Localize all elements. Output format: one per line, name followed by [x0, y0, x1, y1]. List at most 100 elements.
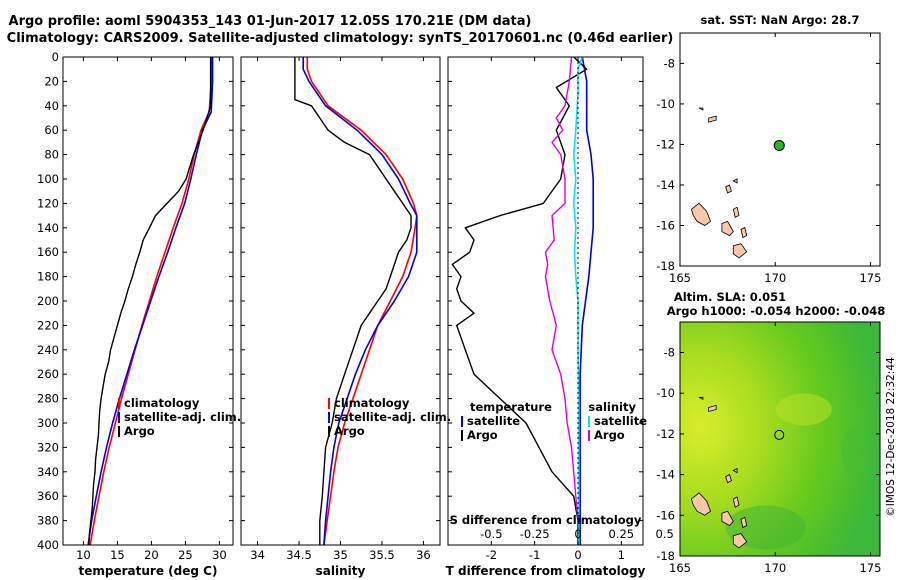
y-tick-label: -18 — [656, 259, 675, 273]
x-tick-label: 0 — [574, 548, 581, 562]
x-tick-label: 36 — [416, 548, 431, 562]
y-tick-label: 300 — [37, 416, 59, 430]
y-tick-label: 160 — [37, 245, 59, 259]
secondary-x-tick-label: 0.5 — [656, 527, 674, 541]
x-tick-label: 30 — [212, 548, 227, 562]
x-tick-label: 165 — [669, 271, 691, 285]
island-landmass — [725, 474, 732, 484]
secondary-x-tick-label: 0 — [574, 527, 581, 541]
sla-map-panel: 165 170 175 -8 -10 -12 -14 -16 -18 Altim. SLA: 0.… — [656, 290, 885, 575]
y-tick-label: 240 — [37, 343, 59, 357]
y-tick-label: 320 — [37, 440, 59, 454]
y-tick-label: -14 — [656, 468, 675, 482]
copyright-watermark: ©IMOS 12-Dec-2018 22:32:44 — [885, 357, 897, 517]
x-axis-label: temperature (deg C) — [79, 564, 218, 578]
y-tick-label: -16 — [656, 508, 675, 522]
secondary-x-tick-label: 0.25 — [609, 527, 635, 541]
map-frame — [679, 321, 881, 557]
island-landmass — [740, 226, 748, 239]
legend-item: Argo — [594, 428, 625, 442]
series-line-s-argo — [544, 56, 579, 521]
x-axis-label: salinity — [316, 564, 366, 578]
island-landmass — [732, 496, 740, 508]
island-landmass — [708, 404, 717, 413]
y-tick-label: -12 — [656, 427, 675, 441]
map-title: Altim. SLA: 0.051 — [674, 290, 786, 304]
argo-float-position — [773, 139, 785, 151]
y-tick-label: 280 — [37, 392, 59, 406]
x-tick-label: 34.5 — [286, 548, 312, 562]
y-tick-label: -14 — [656, 178, 675, 192]
y-tick-label: 20 — [44, 74, 59, 88]
series-line-t-satellite — [579, 56, 595, 545]
plot-frame — [240, 56, 441, 546]
x-tick-label: -2 — [486, 548, 497, 562]
sla-anomaly-patch — [725, 505, 806, 550]
y-tick-label: 100 — [37, 172, 59, 186]
island-landmass — [732, 533, 748, 549]
legend-item: climatology — [334, 396, 410, 410]
legend-item: climatology — [124, 396, 200, 410]
island-landmass — [732, 206, 740, 219]
y-tick-label: 140 — [37, 221, 59, 235]
y-tick-label: -18 — [656, 549, 675, 563]
island-landmass — [732, 178, 738, 184]
sla-anomaly-patch — [841, 426, 870, 475]
x-tick-label: 15 — [110, 548, 125, 562]
island-landmass — [725, 184, 732, 194]
series-line-argo — [294, 57, 412, 545]
x-tick-label: -1 — [529, 548, 540, 562]
y-tick-label: 380 — [37, 514, 59, 528]
y-tick-label: 360 — [37, 489, 59, 503]
legend-item: satellite-adj. clim. — [334, 410, 451, 424]
x-tick-label: 170 — [764, 271, 786, 285]
y-tick-label: 80 — [44, 148, 59, 162]
legend-heading: salinity — [588, 400, 636, 414]
island-landmass — [698, 107, 704, 111]
x-tick-label: 175 — [859, 561, 881, 575]
x-tick-label: 20 — [144, 548, 159, 562]
sla-anomaly-patch — [775, 393, 832, 426]
secondary-x-tick-label: -0.25 — [520, 527, 550, 541]
y-tick-label: -8 — [664, 56, 675, 70]
y-tick-label: -10 — [656, 97, 675, 111]
plot-frame — [447, 56, 644, 546]
y-tick-label: 40 — [44, 99, 59, 113]
y-tick-label: 220 — [37, 318, 59, 332]
sst-map-panel: 165 170 175 -8 -10 -12 -14 -16 -18 sat. SST: NaN … — [656, 13, 881, 285]
x-tick-label: 34 — [250, 548, 265, 562]
secondary-x-axis-label: S difference from climatology — [450, 513, 642, 527]
x-axis-label: T difference from climatology — [446, 564, 646, 578]
map-subtitle: Argo h1000: -0.054 h2000: -0.048 — [667, 304, 886, 318]
legend-item: satellite — [594, 414, 647, 428]
y-tick-label: 180 — [37, 270, 59, 284]
y-tick-label: 120 — [37, 196, 59, 210]
y-tick-label: 400 — [37, 538, 59, 552]
x-tick-label: 35 — [333, 548, 348, 562]
argo-float-position — [774, 429, 785, 440]
y-tick-label: -10 — [656, 386, 675, 400]
map-frame — [679, 32, 881, 267]
secondary-x-tick-label: -0.5 — [480, 527, 502, 541]
series-line-argo — [88, 57, 212, 546]
y-tick-label: 60 — [44, 123, 59, 137]
x-tick-label: 165 — [669, 561, 691, 575]
legend-item: Argo — [124, 424, 155, 438]
legend-item: satellite-adj. clim. — [124, 410, 241, 424]
series-line-climatology — [306, 57, 418, 546]
island-landmass — [740, 516, 748, 529]
temperature-panel: 0 20 40 60 80 100 120 140 160 180 200 220 240 260 280 3… — [37, 50, 241, 578]
series-line-t-argo — [451, 56, 588, 545]
legend-heading: temperature — [470, 400, 552, 414]
figure-title-line2: Climatology: CARS2009. Satellite-adjuste… — [7, 31, 674, 46]
x-tick-label: 10 — [76, 548, 91, 562]
difference-panel: -2 -1 0 1T difference from climatologytempe… — [446, 56, 674, 578]
island-landmass — [690, 492, 711, 516]
x-tick-label: 170 — [764, 561, 786, 575]
plot-frame — [62, 56, 234, 546]
legend-item: satellite — [467, 414, 520, 428]
island-landmass — [690, 202, 711, 226]
y-tick-label: 340 — [37, 465, 59, 479]
series-line-s-satellite — [572, 56, 584, 545]
